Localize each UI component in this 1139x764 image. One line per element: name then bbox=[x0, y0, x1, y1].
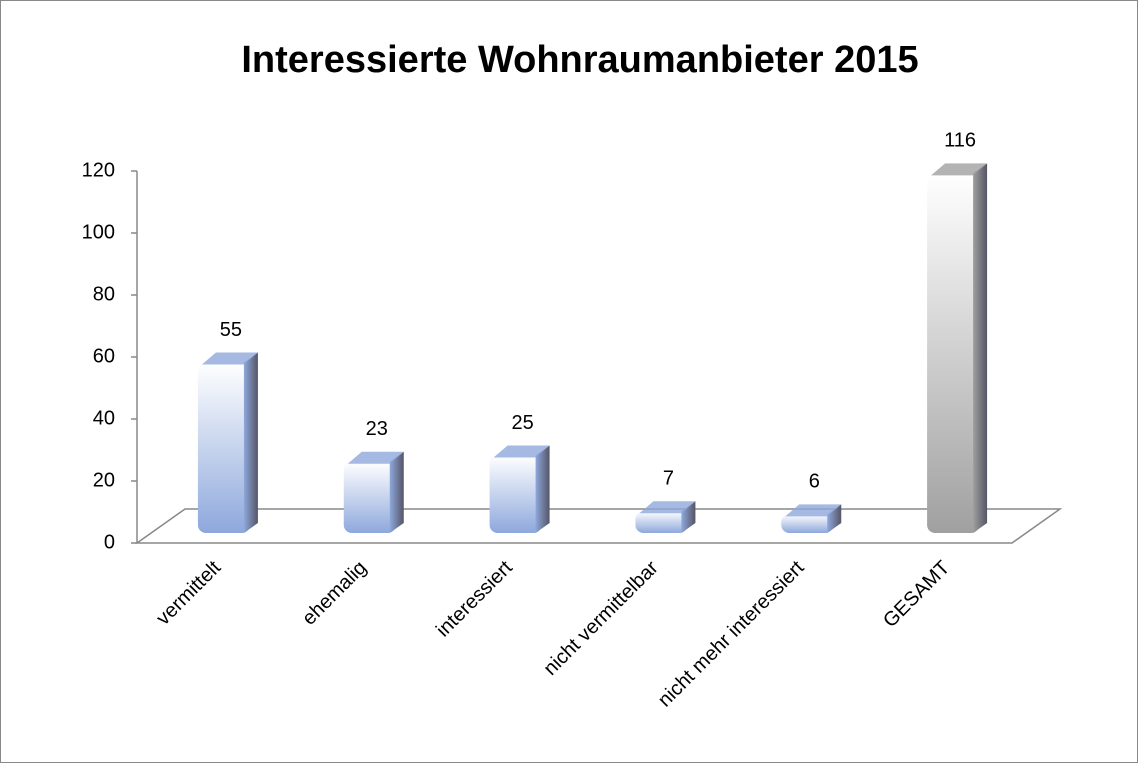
value-label: 55 bbox=[220, 319, 242, 341]
y-tick-label: 60 bbox=[93, 345, 115, 367]
y-tick-label: 0 bbox=[104, 531, 115, 553]
bar bbox=[927, 163, 988, 533]
bar bbox=[197, 352, 258, 533]
value-label: 25 bbox=[511, 412, 533, 434]
bar bbox=[635, 501, 696, 533]
y-tick-label: 40 bbox=[93, 407, 115, 429]
y-tick-label: 80 bbox=[93, 283, 115, 305]
bar bbox=[343, 451, 404, 533]
chart-title: Interessierte Wohnraumanbieter 2015 bbox=[241, 39, 918, 81]
y-tick-label: 20 bbox=[93, 469, 115, 491]
value-label: 7 bbox=[663, 468, 674, 490]
bar bbox=[489, 445, 550, 533]
value-label: 6 bbox=[809, 471, 820, 493]
y-tick-label: 120 bbox=[82, 159, 115, 181]
floor bbox=[134, 508, 1063, 544]
value-label: 116 bbox=[944, 130, 976, 152]
bar bbox=[781, 504, 842, 533]
value-label: 23 bbox=[366, 418, 388, 440]
y-tick-label: 100 bbox=[82, 221, 115, 243]
